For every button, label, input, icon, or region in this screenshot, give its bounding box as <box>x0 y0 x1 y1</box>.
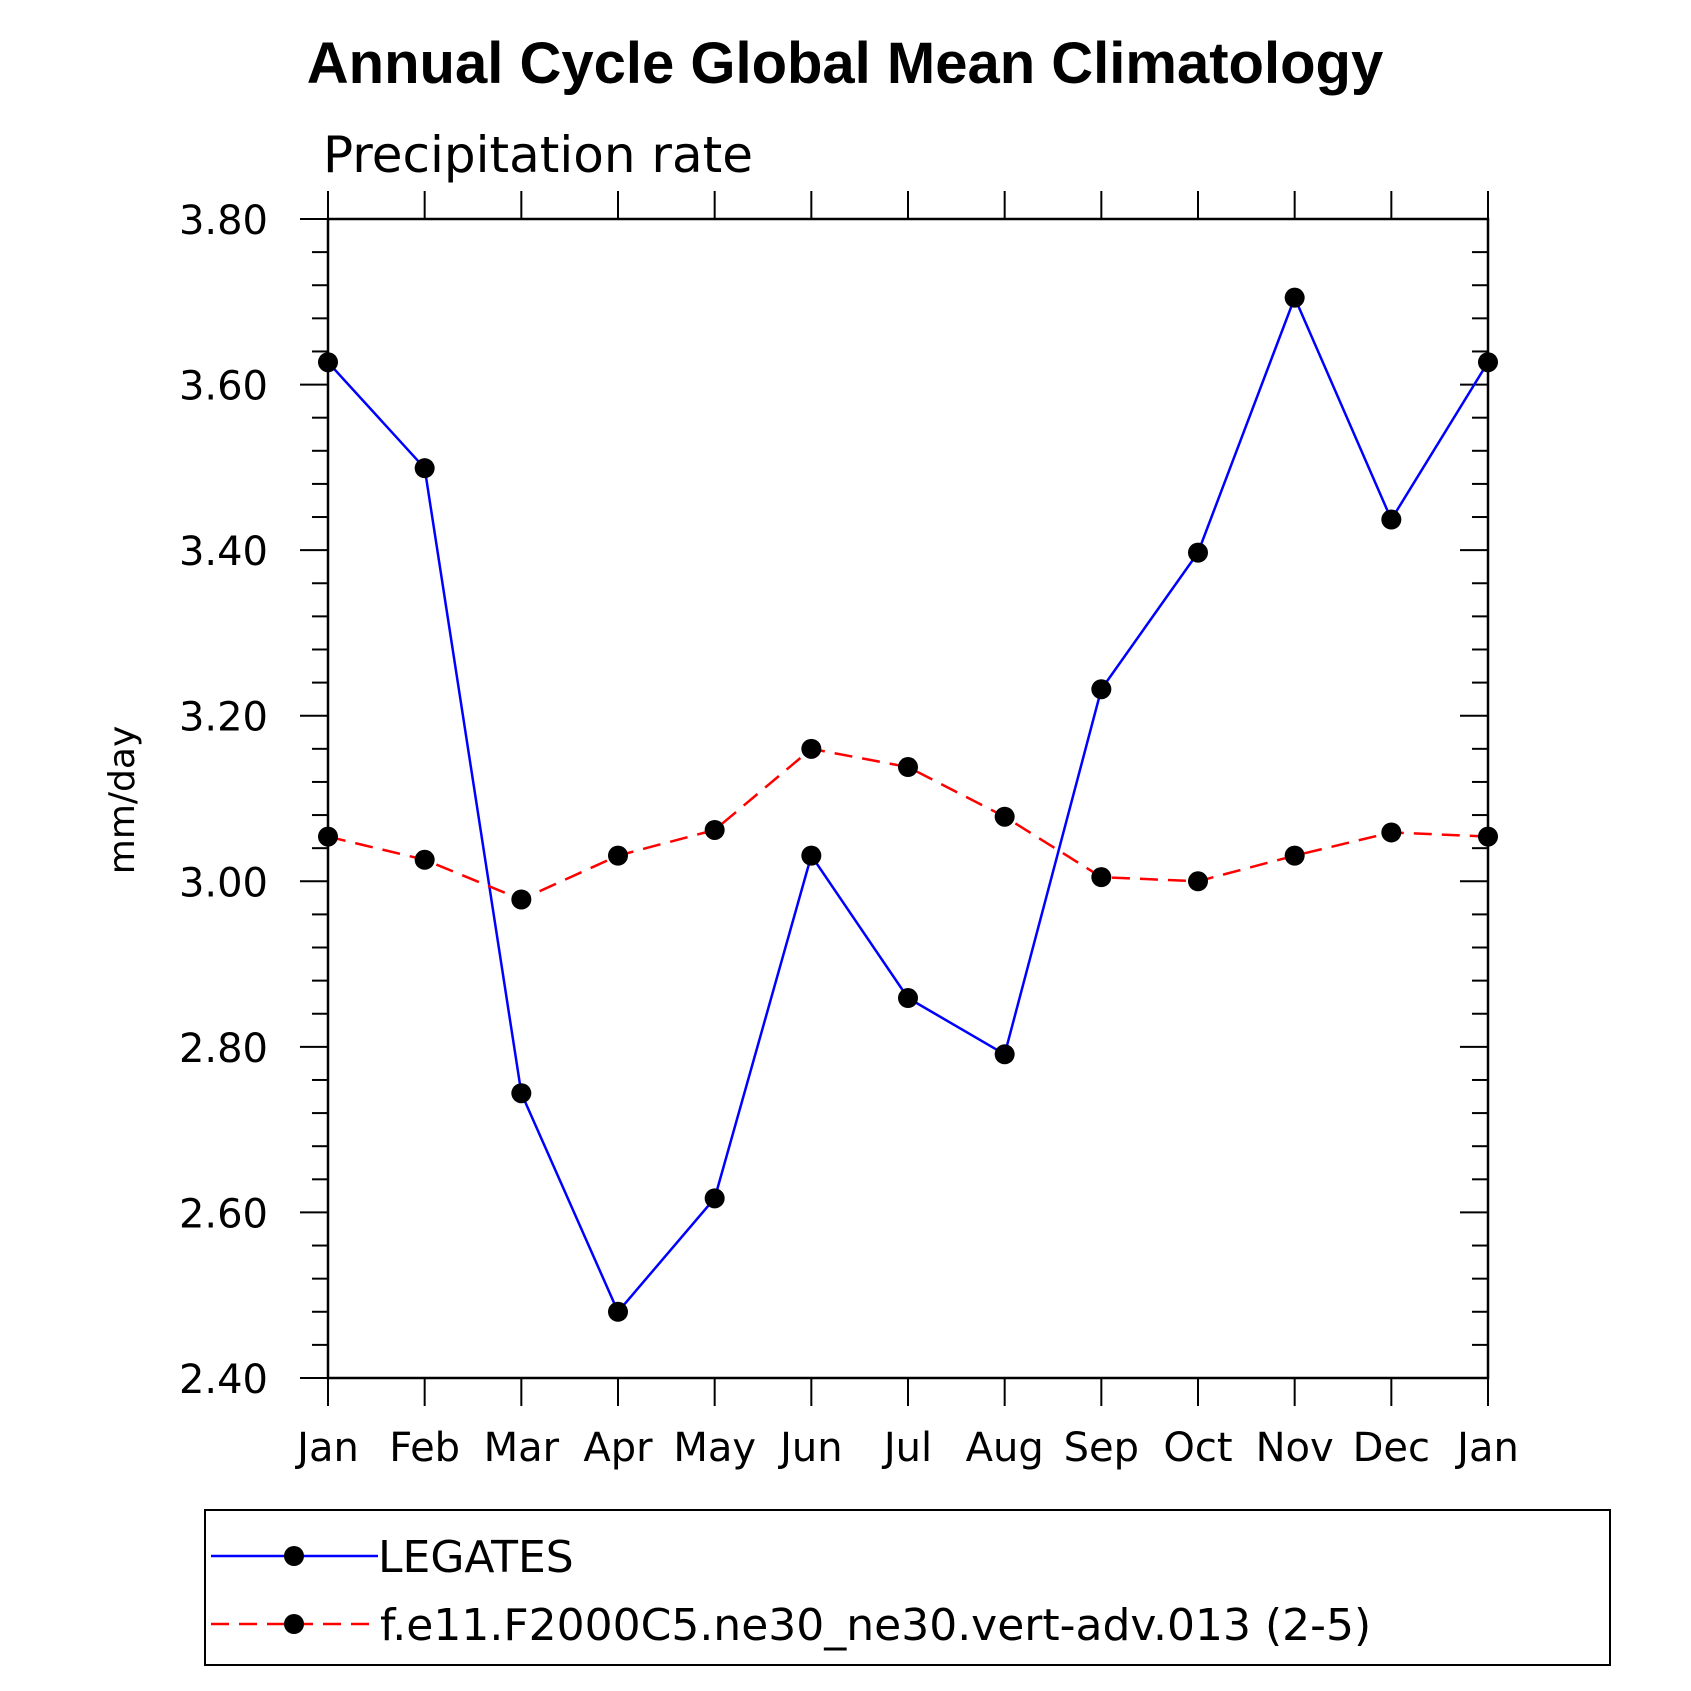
x-tick-label: Nov <box>1256 1425 1334 1471</box>
x-tick-label: Dec <box>1353 1425 1430 1471</box>
x-tick-label: Feb <box>389 1425 460 1471</box>
data-point <box>318 826 338 847</box>
data-point <box>801 845 822 866</box>
series-line <box>327 296 1490 1314</box>
data-point <box>704 1188 725 1209</box>
data-point <box>414 458 435 479</box>
y-tick-label: 3.20 <box>179 695 268 741</box>
data-point <box>511 889 532 910</box>
legend-label-model: f.e11.F2000C5.ne30_ne30.vert-adv.013 (2-… <box>380 1600 1371 1651</box>
data-point <box>1284 845 1305 866</box>
x-tick-label: Jan <box>294 1425 359 1471</box>
series-0 <box>318 287 1498 1322</box>
y-tick-label: 2.60 <box>179 1191 268 1237</box>
y-tick-label: 3.00 <box>179 860 268 906</box>
legend-box <box>204 1509 1611 1666</box>
x-tick-label: Jul <box>881 1425 932 1471</box>
y-tick-label: 2.80 <box>179 1026 268 1072</box>
series-1 <box>318 738 1498 910</box>
data-point <box>898 757 918 778</box>
data-point <box>1381 822 1402 843</box>
data-point <box>608 845 628 866</box>
chart-subtitle: Precipitation rate <box>323 126 753 184</box>
data-point <box>898 988 918 1009</box>
legend-label-legates: LEGATES <box>378 1532 574 1583</box>
x-tick-label: Sep <box>1064 1425 1139 1471</box>
data-point <box>1478 826 1498 847</box>
data-point <box>704 819 725 840</box>
chart-title: Annual Cycle Global Mean Climatology <box>307 31 1383 96</box>
data-point <box>994 806 1015 827</box>
data-point <box>318 352 338 373</box>
plot-area <box>326 217 1490 1380</box>
data-point <box>511 1083 532 1104</box>
data-point <box>1478 352 1498 373</box>
y-axis-label: mm/day <box>102 726 143 874</box>
y-tick-label: 3.80 <box>179 198 268 244</box>
data-point <box>1091 679 1112 700</box>
x-axis-ticks: Jan Feb Mar Apr May Jun Jul Aug Sep Oct Nov Dec Jan <box>294 191 1519 1471</box>
plot-frame <box>326 217 1490 1380</box>
legend: LEGATES f.e11.F2000C5.ne30_ne30.vert-adv… <box>204 1509 1611 1666</box>
x-tick-label: Oct <box>1163 1425 1232 1471</box>
data-point <box>414 849 435 870</box>
legend-marker-legates <box>284 1546 304 1566</box>
y-tick-label: 3.40 <box>179 529 268 575</box>
x-tick-label: Apr <box>583 1425 653 1471</box>
data-point <box>1091 867 1112 888</box>
data-point <box>1188 871 1208 892</box>
data-point <box>994 1044 1015 1065</box>
x-tick-label: May <box>673 1425 756 1471</box>
y-tick-label: 3.60 <box>179 364 268 410</box>
y-tick-label: 2.40 <box>179 1357 268 1403</box>
data-point <box>1284 287 1305 308</box>
x-tick-label: Mar <box>484 1425 560 1471</box>
data-point <box>801 738 822 759</box>
y-axis-ticks: 2.40 2.60 2.80 3.00 3.20 3.40 3.60 3.80 <box>179 198 1488 1403</box>
x-tick-label: Jan <box>1454 1425 1519 1471</box>
data-point <box>1188 542 1208 563</box>
legend-marker-model <box>284 1614 304 1634</box>
data-point <box>608 1301 628 1322</box>
x-tick-label: Jun <box>777 1425 843 1471</box>
data-point <box>1381 509 1402 530</box>
x-tick-label: Aug <box>966 1425 1044 1471</box>
series-layer <box>318 287 1498 1322</box>
